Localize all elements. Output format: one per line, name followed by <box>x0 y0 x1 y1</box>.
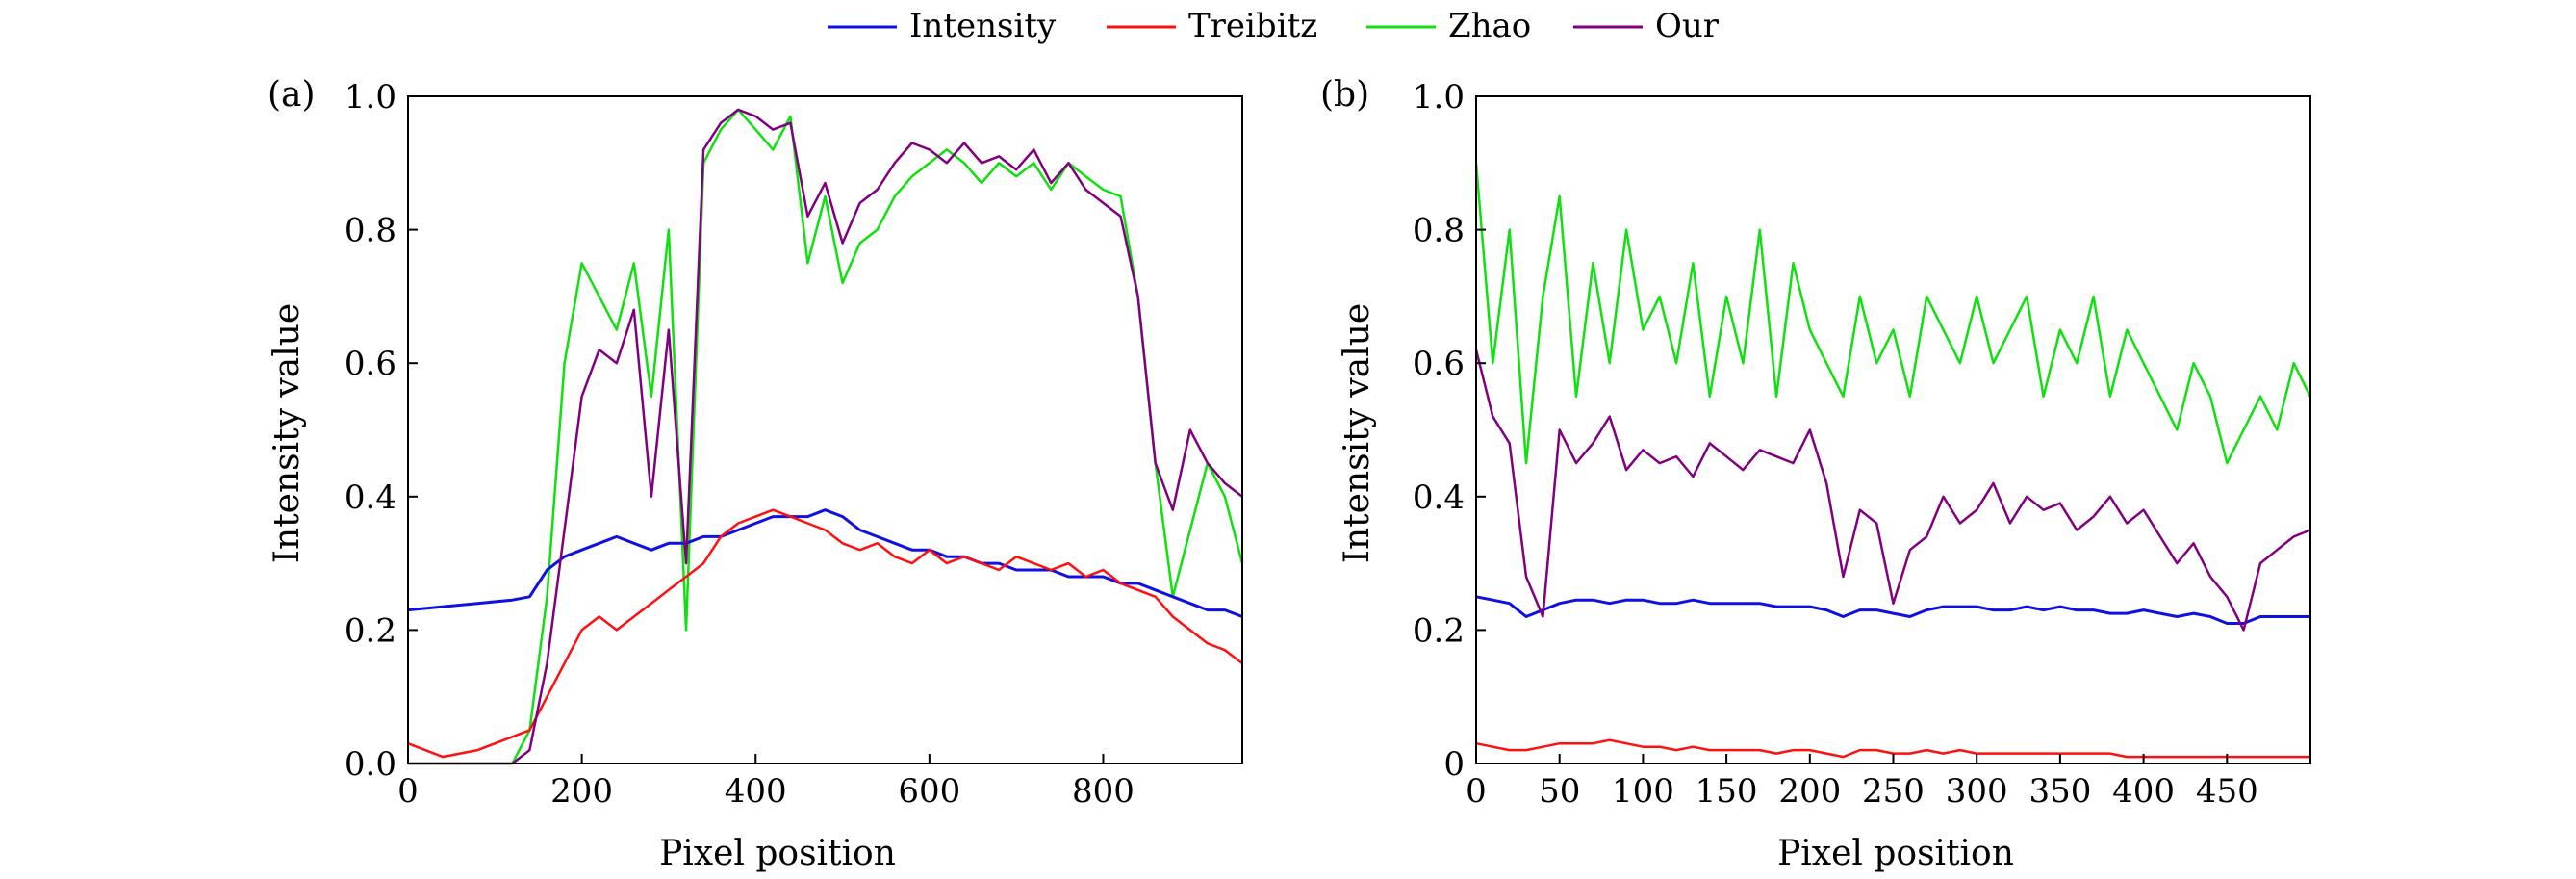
ylabel-b: Intensity value <box>1338 303 1377 563</box>
x-tick-label-a: 800 <box>1072 772 1135 811</box>
x-tick-label-b: 0 <box>1466 772 1487 811</box>
series-layer-a <box>407 108 1244 765</box>
y-tick-label-b: 0 <box>1443 745 1465 784</box>
legend-label-intensity: Intensity <box>909 7 1057 45</box>
x-tick-label-b: 350 <box>2028 772 2091 811</box>
y-tick-label-a: 0.8 <box>344 212 396 250</box>
legend-entry-intensity: Intensity <box>828 7 1057 45</box>
legend: Intensity Treibitz Zhao Our <box>828 7 1720 45</box>
panel-label-b: (b) <box>1320 75 1369 115</box>
x-tick-label-a: 0 <box>397 772 419 811</box>
ylabel-a: Intensity value <box>268 303 307 563</box>
legend-entry-our: Our <box>1573 7 1720 45</box>
x-tick-label-b: 150 <box>1696 772 1758 811</box>
series-line-intensity-a <box>407 508 1243 618</box>
xlabel-b: Pixel position <box>1777 834 2014 873</box>
legend-label-zhao: Zhao <box>1448 7 1531 45</box>
series-layer-b <box>1474 163 2312 759</box>
series-line-intensity-b <box>1475 595 2310 625</box>
series-line-our-b <box>1474 349 2311 632</box>
x-tick-label-b: 50 <box>1539 772 1580 811</box>
x-tick-label-b: 200 <box>1778 772 1841 811</box>
legend-entry-treibitz: Treibitz <box>1107 7 1317 45</box>
series-line-our-a <box>408 108 1243 765</box>
x-tick-label-a: 600 <box>898 772 960 811</box>
plot-frame-a <box>407 95 1243 764</box>
y-tick-label-a: 0.4 <box>344 478 396 517</box>
x-tick-label-a: 200 <box>550 772 613 811</box>
tick-layer-a: 0 200 400 600 800 0.0 0.2 0.4 0.6 0.8 1.0 <box>344 78 1135 811</box>
series-line-treibitz-a <box>407 508 1243 759</box>
chart-panel-a: (a) Intensity value Pixel position 0 200 4… <box>268 75 1244 873</box>
x-tick-label-b: 300 <box>1946 772 2008 811</box>
x-tick-label-b: 100 <box>1612 772 1674 811</box>
series-line-zhao-b <box>1474 163 2312 465</box>
legend-label-our: Our <box>1655 7 1720 45</box>
y-tick-label-a: 0.6 <box>344 345 396 383</box>
panel-label-a: (a) <box>268 75 316 115</box>
y-tick-label-b: 0.8 <box>1413 212 1465 250</box>
y-tick-label-a: 1.0 <box>344 78 396 116</box>
x-tick-label-b: 450 <box>2196 772 2258 811</box>
series-line-zhao-a <box>408 108 1244 765</box>
plot-frame-b <box>1475 95 2311 764</box>
y-tick-label-b: 1.0 <box>1413 78 1465 116</box>
y-tick-label-b: 0.6 <box>1413 345 1465 383</box>
legend-label-treibitz: Treibitz <box>1188 7 1317 45</box>
xlabel-a: Pixel position <box>659 834 896 873</box>
x-tick-label-a: 400 <box>725 772 787 811</box>
x-tick-label-b: 400 <box>2112 772 2175 811</box>
y-tick-label-b: 0.4 <box>1413 478 1465 517</box>
y-tick-label-b: 0.2 <box>1413 611 1465 650</box>
series-line-treibitz-b <box>1475 738 2310 759</box>
x-tick-label-b: 250 <box>1862 772 1925 811</box>
legend-entry-zhao: Zhao <box>1366 7 1531 45</box>
y-tick-label-a: 0.2 <box>344 611 396 650</box>
chart-panel-b: (b) Intensity value Pixel position 0 50 10… <box>1320 75 2312 873</box>
y-tick-label-a: 0.0 <box>344 745 396 784</box>
tick-layer-b: 0 50 100 150 200 250 300 350 400 450 0 0.2 0.4 0.6 0.8… <box>1413 78 2258 811</box>
